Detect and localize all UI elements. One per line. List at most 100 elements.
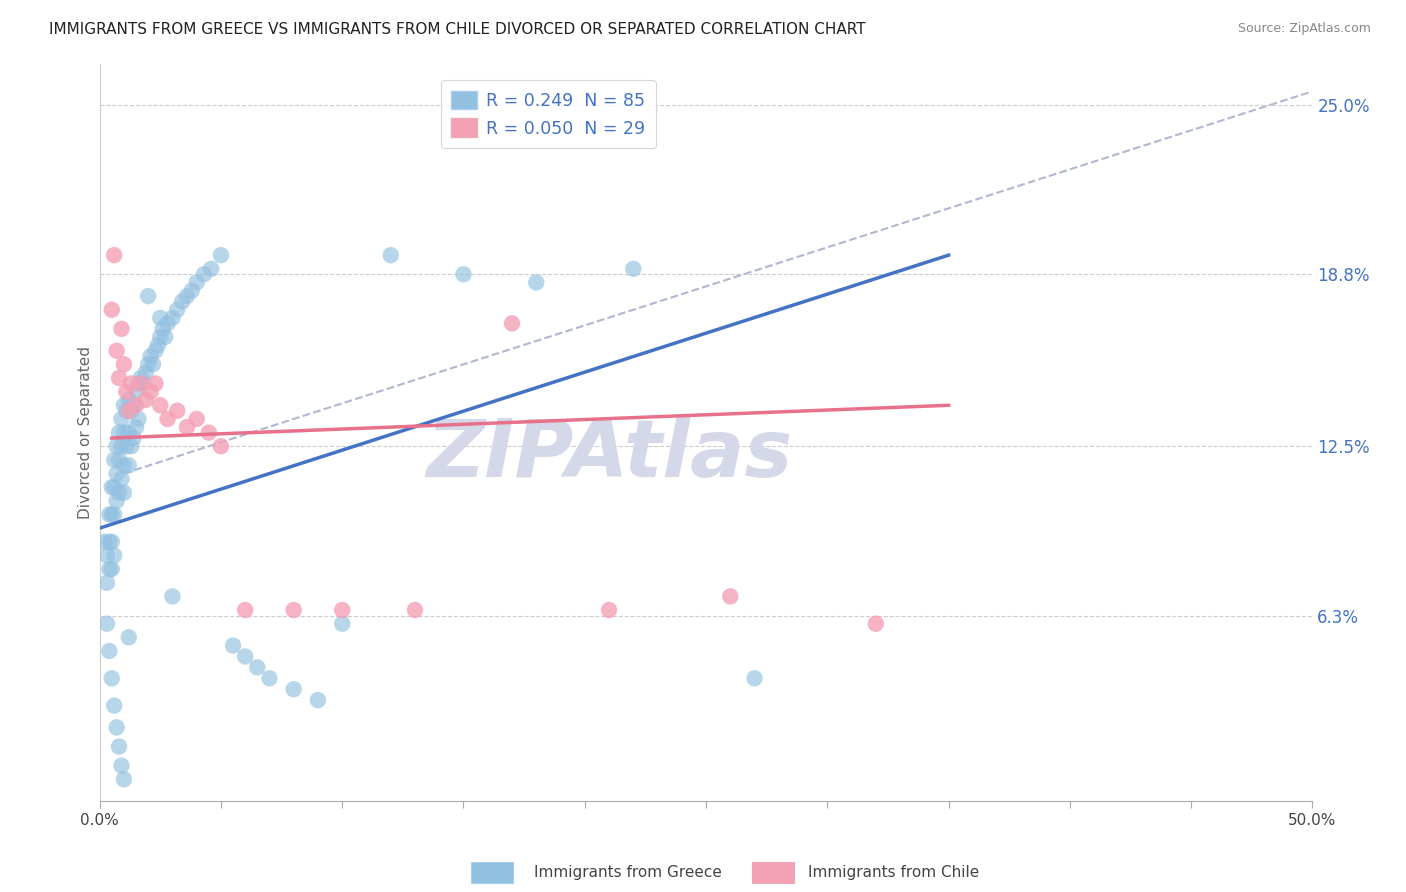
Y-axis label: Divorced or Separated: Divorced or Separated [79, 346, 93, 519]
Point [105, 439, 128, 453]
Text: Source: ZipAtlas.com: Source: ZipAtlas.com [1237, 22, 1371, 36]
Point [193, 267, 215, 281]
Point [118, 392, 141, 407]
Point [176, 420, 198, 434]
Point [120, 439, 142, 453]
Point [115, 403, 138, 417]
Text: IMMIGRANTS FROM GREECE VS IMMIGRANTS FROM CHILE DIVORCED OR SEPARATED CORRELATIO: IMMIGRANTS FROM GREECE VS IMMIGRANTS FRO… [49, 22, 866, 37]
Point [110, 439, 132, 453]
Point [122, 431, 145, 445]
Point [744, 671, 766, 685]
Point [108, 371, 131, 385]
Point [380, 248, 402, 262]
Point [118, 631, 141, 645]
Point [112, 772, 135, 787]
Point [146, 338, 169, 352]
Point [136, 357, 159, 371]
Point [120, 403, 142, 417]
Point [153, 330, 176, 344]
Point [501, 317, 523, 331]
Point [98, 562, 121, 576]
Point [98, 644, 121, 658]
Point [108, 425, 131, 440]
Point [136, 289, 159, 303]
Text: ZIPAtlas: ZIPAtlas [426, 416, 792, 493]
Text: Immigrants from Chile: Immigrants from Chile [808, 865, 980, 880]
Point [186, 412, 208, 426]
Point [127, 412, 149, 426]
Point [145, 376, 167, 391]
Point [115, 384, 138, 399]
Point [125, 420, 148, 434]
Point [101, 534, 124, 549]
Point [172, 294, 194, 309]
Point [135, 366, 157, 380]
Point [307, 693, 329, 707]
Legend: R = 0.249  N = 85, R = 0.050  N = 29: R = 0.249 N = 85, R = 0.050 N = 29 [441, 80, 655, 148]
Point [330, 616, 353, 631]
Point [166, 302, 188, 317]
Point [142, 357, 165, 371]
Point [152, 322, 174, 336]
Point [283, 603, 305, 617]
Point [222, 639, 245, 653]
Point [718, 590, 741, 604]
Point [149, 398, 172, 412]
Point [233, 649, 256, 664]
Point [139, 384, 162, 399]
Point [200, 261, 222, 276]
Point [135, 392, 157, 407]
Point [101, 302, 124, 317]
Point [112, 485, 135, 500]
Point [98, 534, 121, 549]
Point [180, 284, 202, 298]
Point [246, 660, 269, 674]
Point [125, 384, 148, 399]
Point [209, 248, 232, 262]
Point [101, 508, 124, 522]
Point [524, 276, 547, 290]
Point [156, 317, 179, 331]
Point [132, 376, 155, 391]
Point [105, 343, 128, 358]
Point [110, 472, 132, 486]
Point [103, 549, 125, 563]
Point [209, 439, 232, 453]
Point [118, 425, 141, 440]
Point [259, 671, 281, 685]
Point [621, 261, 644, 276]
Point [453, 267, 475, 281]
Point [118, 458, 141, 473]
Point [108, 485, 131, 500]
Point [110, 412, 132, 426]
Point [105, 467, 128, 481]
Point [330, 603, 353, 617]
Point [162, 590, 184, 604]
Point [112, 458, 135, 473]
Point [404, 603, 426, 617]
Point [110, 758, 132, 772]
Point [93, 534, 115, 549]
Point [101, 671, 124, 685]
Point [122, 398, 145, 412]
Point [108, 739, 131, 754]
Point [283, 682, 305, 697]
Point [156, 412, 179, 426]
Point [162, 310, 184, 325]
Point [96, 616, 118, 631]
Point [120, 376, 142, 391]
Point [103, 248, 125, 262]
Point [115, 439, 138, 453]
Point [129, 376, 152, 391]
Point [96, 575, 118, 590]
Point [127, 376, 149, 391]
Point [233, 603, 256, 617]
Point [145, 343, 167, 358]
Point [105, 493, 128, 508]
Point [129, 371, 152, 385]
Point [176, 289, 198, 303]
Point [865, 616, 887, 631]
Point [125, 398, 148, 412]
Point [598, 603, 620, 617]
Point [103, 698, 125, 713]
